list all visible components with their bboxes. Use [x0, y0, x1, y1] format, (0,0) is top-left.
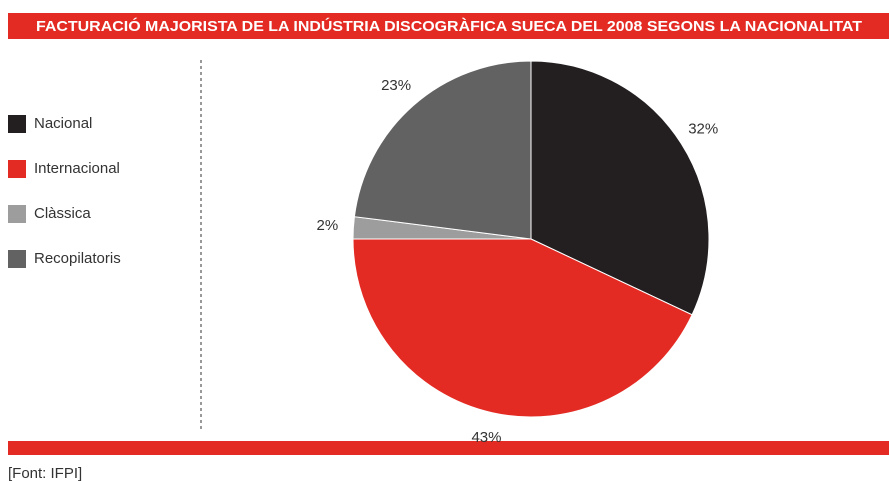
data-label: 43% [471, 429, 501, 446]
legend-swatch [8, 115, 26, 133]
legend-label: Clàssica [34, 205, 91, 222]
legend-swatch [8, 250, 26, 268]
title-bar [8, 13, 889, 39]
legend-label: Internacional [34, 160, 120, 177]
footer-bar [8, 441, 889, 455]
legend-label: Nacional [34, 115, 92, 132]
pie-slice [353, 60, 532, 240]
pie-slice [530, 60, 710, 316]
chart-title: FACTURACIÓ MAJORISTA DE LA INDÚSTRIA DIS… [36, 17, 862, 35]
legend-swatch [8, 160, 26, 178]
legend-swatch [8, 205, 26, 223]
source: [Font: IFPI] [8, 465, 82, 481]
data-label: 2% [317, 217, 339, 234]
pie-slice [352, 238, 693, 418]
data-label: 23% [381, 77, 411, 94]
legend-label: Recopilatoris [34, 250, 121, 267]
data-label: 32% [688, 121, 718, 138]
